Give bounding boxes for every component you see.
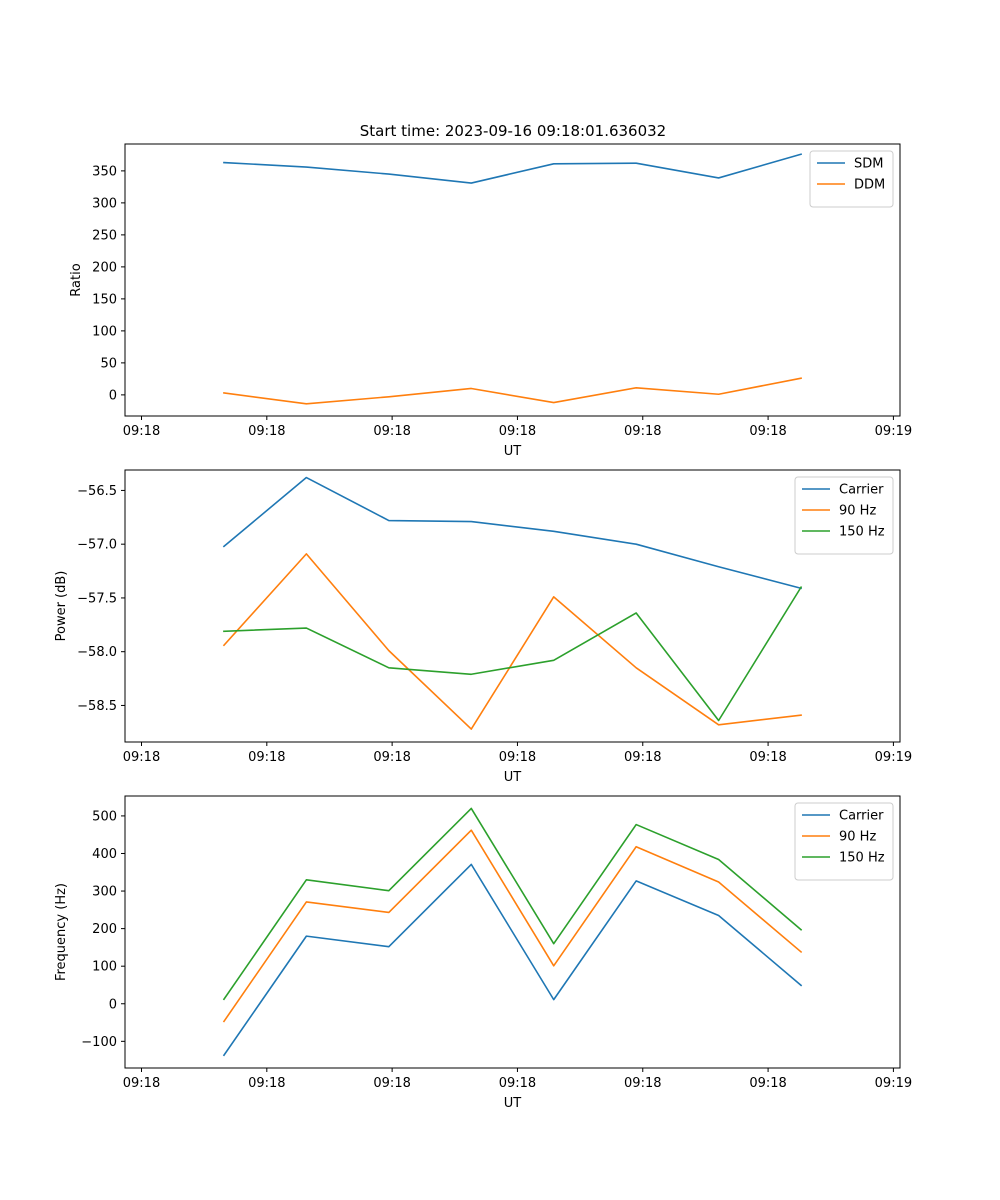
x-tick-label-power-5: 09:18 xyxy=(749,750,786,765)
panels: 09:18 09:18 09:18 09:18 09:18 09:18 09:19 0 50 10… xyxy=(54,143,912,1111)
y-tick-label-ratio-0: 0 xyxy=(109,388,117,403)
y-tick-label-ratio-1: 50 xyxy=(100,356,117,371)
chart-ratio: 09:18 09:18 09:18 09:18 09:18 09:18 09:19 0 50 10… xyxy=(69,143,912,459)
y-tick-label-power-2: −57.5 xyxy=(77,591,117,606)
series-line-frequency-2 xyxy=(222,807,803,1001)
x-tick-label-power-3: 09:18 xyxy=(499,750,536,765)
y-axis-label-power: Power (dB) xyxy=(54,571,69,642)
series-line-ratio-1 xyxy=(223,377,802,405)
y-tick-label-frequency-6: 500 xyxy=(92,809,117,824)
legend-power: Carrier 90 Hz 150 Hz xyxy=(794,476,894,555)
series-line-power-2 xyxy=(223,586,803,722)
chart-frequency: 09:18 09:18 09:18 09:18 09:18 09:18 09:19 −100 0… xyxy=(54,795,912,1111)
y-tick-label-ratio-7: 350 xyxy=(92,164,117,179)
y-tick-label-frequency-3: 200 xyxy=(92,922,117,937)
series-line-power-0 xyxy=(222,476,803,590)
y-tick-label-power-1: −58.0 xyxy=(77,645,117,660)
y-tick-label-power-0: −58.5 xyxy=(77,699,117,714)
legend-label-frequency-0: Carrier xyxy=(839,809,884,824)
y-tick-label-ratio-4: 200 xyxy=(92,260,117,275)
y-tick-label-ratio-3: 150 xyxy=(92,292,117,307)
legend-ratio: SDM DDM xyxy=(809,150,894,208)
x-tick-label-ratio-2: 09:18 xyxy=(373,424,410,439)
legend-box-power xyxy=(794,476,894,555)
x-tick-label-frequency-3: 09:18 xyxy=(499,1076,536,1091)
series-line-ratio-0 xyxy=(223,153,803,184)
series-line-frequency-0 xyxy=(222,863,803,1057)
y-tick-label-power-3: −57.0 xyxy=(77,538,117,553)
y-tick-label-ratio-6: 300 xyxy=(92,196,117,211)
x-tick-label-power-1: 09:18 xyxy=(248,750,285,765)
axes-frame-frequency xyxy=(124,795,901,1069)
x-tick-label-frequency-4: 09:18 xyxy=(624,1076,661,1091)
x-axis-label-power: UT xyxy=(504,770,522,785)
x-tick-label-ratio-6: 09:19 xyxy=(875,424,912,439)
series-line-frequency-1 xyxy=(222,829,803,1023)
series-line-power-1 xyxy=(222,553,802,730)
y-tick-label-frequency-1: 0 xyxy=(109,997,117,1012)
x-tick-label-frequency-1: 09:18 xyxy=(248,1076,285,1091)
x-tick-label-power-4: 09:18 xyxy=(624,750,661,765)
legend-label-frequency-2: 150 Hz xyxy=(839,851,885,866)
x-tick-label-frequency-5: 09:18 xyxy=(749,1076,786,1091)
x-tick-label-ratio-0: 09:18 xyxy=(123,424,160,439)
legend-label-ratio-0: SDM xyxy=(854,157,883,172)
legend-label-ratio-1: DDM xyxy=(854,178,885,193)
y-tick-label-frequency-5: 400 xyxy=(92,847,117,862)
y-tick-label-power-4: −56.5 xyxy=(77,484,117,499)
x-tick-label-frequency-2: 09:18 xyxy=(373,1076,410,1091)
figure-title: Start time: 2023-09-16 09:18:01.636032 xyxy=(360,122,666,140)
legend-box-ratio xyxy=(809,150,894,208)
x-tick-label-frequency-0: 09:18 xyxy=(123,1076,160,1091)
x-tick-label-power-2: 09:18 xyxy=(373,750,410,765)
legend-box-frequency xyxy=(794,802,894,881)
y-tick-label-frequency-2: 100 xyxy=(92,960,117,975)
legend-label-power-0: Carrier xyxy=(839,483,884,498)
y-axis-label-ratio: Ratio xyxy=(69,263,84,296)
legend-label-frequency-1: 90 Hz xyxy=(839,830,876,845)
x-tick-label-ratio-5: 09:18 xyxy=(749,424,786,439)
x-axis-label-ratio: UT xyxy=(504,444,522,459)
legend-label-power-2: 150 Hz xyxy=(839,525,885,540)
x-tick-label-power-0: 09:18 xyxy=(123,750,160,765)
y-tick-label-ratio-5: 250 xyxy=(92,228,117,243)
y-tick-label-ratio-2: 100 xyxy=(92,324,117,339)
axes-frame-power xyxy=(124,469,901,743)
legend-frequency: Carrier 90 Hz 150 Hz xyxy=(794,802,894,881)
x-tick-label-power-6: 09:19 xyxy=(875,750,912,765)
y-tick-label-frequency-4: 300 xyxy=(92,885,117,900)
x-tick-label-ratio-3: 09:18 xyxy=(499,424,536,439)
x-axis-label-frequency: UT xyxy=(504,1096,522,1111)
y-tick-label-frequency-0: −100 xyxy=(81,1035,117,1050)
y-axis-label-frequency: Frequency (Hz) xyxy=(54,883,69,981)
legend-label-power-1: 90 Hz xyxy=(839,504,876,519)
axes-frame-ratio xyxy=(124,143,901,417)
x-tick-label-frequency-6: 09:19 xyxy=(875,1076,912,1091)
chart-power: 09:18 09:18 09:18 09:18 09:18 09:18 09:19 −58.5… xyxy=(54,469,912,785)
x-tick-label-ratio-4: 09:18 xyxy=(624,424,661,439)
x-tick-label-ratio-1: 09:18 xyxy=(248,424,285,439)
